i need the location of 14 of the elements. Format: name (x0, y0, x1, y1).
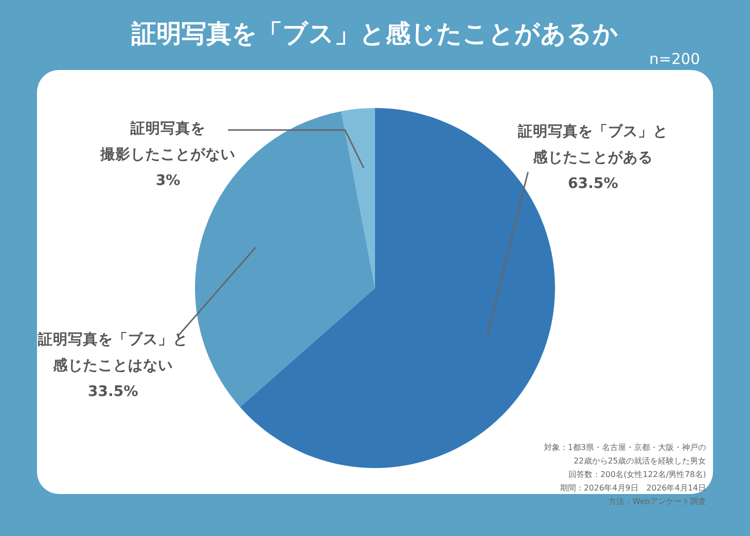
text: 期間：2026年4月9日 2026年4月14日 (560, 484, 706, 492)
data-label: 63.5% (568, 176, 619, 192)
text: 回答数：200名(女性122名/男性78名) (568, 470, 706, 479)
text: 対象：1都3県・名古屋・京都・大阪・神戸の (544, 443, 706, 452)
slice-label: 証明写真を撮影したことがない (100, 120, 236, 163)
data-label: 33.5% (88, 384, 139, 400)
chart-title: 証明写真を「ブス」と感じたことがあるか (130, 19, 618, 48)
slice-label: 証明写真を「ブス」と感じたことはない (37, 331, 188, 374)
chart-subtitle: n=200 (649, 50, 700, 68)
pie-slice (341, 108, 375, 288)
text: 方法：Webアンケート調査 (608, 497, 706, 506)
data-label: 3% (156, 173, 181, 189)
slice-label: 証明写真を「ブス」と感じたことがある (517, 123, 668, 166)
text: 22歳から25歳の就活を経験した男女 (574, 456, 706, 466)
